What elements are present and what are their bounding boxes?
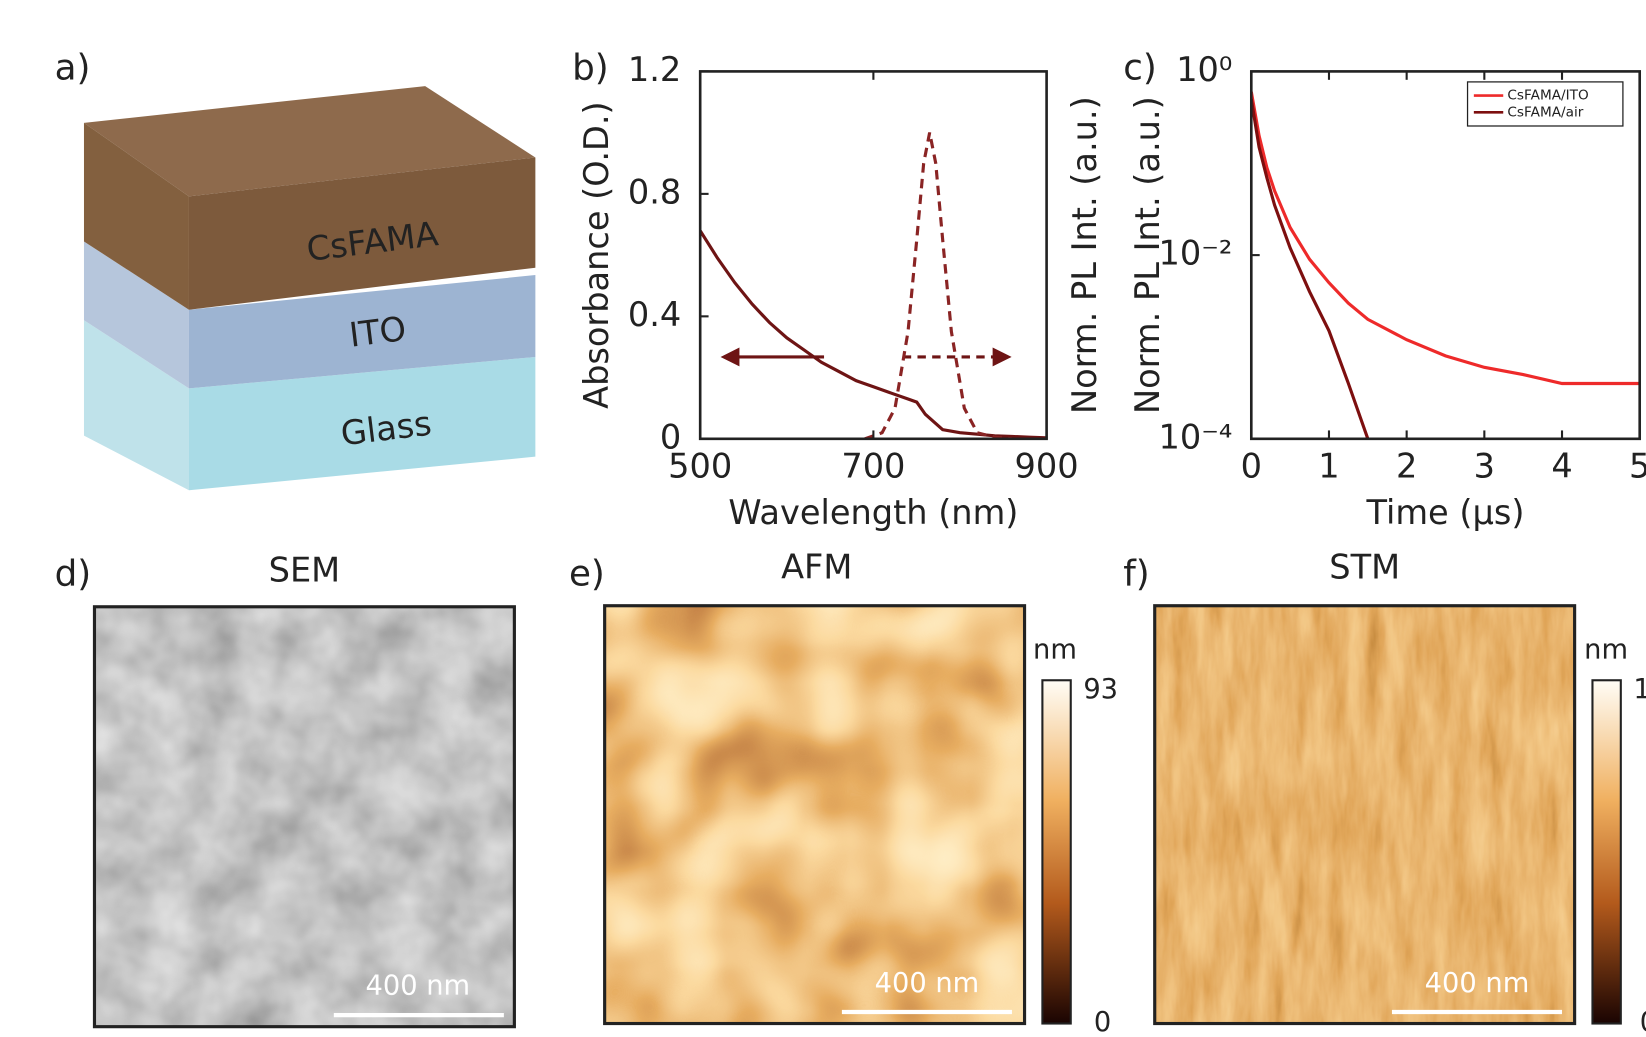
scale-bar-label: 400 nm bbox=[365, 970, 470, 1001]
y-tick-label: 1.2 bbox=[628, 50, 681, 89]
panel-title: AFM bbox=[781, 547, 852, 586]
colorbar-min: 0 bbox=[1094, 1007, 1111, 1033]
x-tick-label: 4 bbox=[1551, 447, 1572, 486]
colorbar-min: 0 bbox=[1640, 1007, 1646, 1033]
y2-axis-label: Norm. PL Int. (a.u.) bbox=[1065, 96, 1104, 414]
plot-frame bbox=[700, 71, 1046, 438]
panel-label: b) bbox=[572, 47, 609, 88]
colorbar bbox=[1592, 680, 1620, 1023]
colorbar-max: 1 bbox=[1633, 674, 1646, 705]
scale-bar-label: 400 nm bbox=[875, 968, 980, 999]
colorbar-unit: nm bbox=[1584, 634, 1628, 665]
layer-label: ITO bbox=[347, 309, 408, 355]
y-tick-label: 0 bbox=[660, 417, 681, 456]
data-line bbox=[700, 231, 1046, 438]
panel-label: d) bbox=[55, 553, 92, 594]
y-axis-label: Norm. PL Int. (a.u.) bbox=[1128, 96, 1167, 414]
panel-label: a) bbox=[55, 47, 91, 88]
page: CsFAMA figure { "panel_a": {"label": "a)… bbox=[0, 0, 1646, 1033]
x-tick-label: 5 bbox=[1629, 447, 1646, 486]
panel-label: e) bbox=[569, 553, 605, 594]
y-axis-label: Absorbance (O.D.) bbox=[577, 101, 616, 409]
x-tick-label: 1 bbox=[1318, 447, 1339, 486]
x-axis-label: Wavelength (nm) bbox=[728, 493, 1018, 532]
legend-label: CsFAMA/air bbox=[1507, 104, 1583, 120]
data-line bbox=[1251, 92, 1639, 384]
legend-label: CsFAMA/ITO bbox=[1507, 88, 1588, 104]
x-tick-label: 0 bbox=[1241, 447, 1262, 486]
scale-bar-label: 400 nm bbox=[1425, 968, 1530, 999]
afm-image bbox=[605, 606, 1025, 1024]
page-body: a) CsFAMA ITO Glass d) SEM 400 nm e) AFM… bbox=[0, 0, 1646, 1033]
layer-stack: CsFAMA ITO Glass bbox=[84, 86, 535, 490]
x-axis-label: Time (μs) bbox=[1366, 493, 1525, 532]
y-tick-label: 10⁰ bbox=[1176, 50, 1232, 89]
y-tick-label: 0.8 bbox=[628, 172, 681, 211]
x-tick-label: 900 bbox=[1015, 447, 1079, 486]
panel-title: STM bbox=[1329, 547, 1400, 586]
panel-title: SEM bbox=[269, 551, 341, 590]
panel-label: f) bbox=[1123, 553, 1150, 594]
colorbar-unit: nm bbox=[1033, 634, 1077, 665]
x-tick-label: 3 bbox=[1474, 447, 1495, 486]
y-tick-label: 10⁻² bbox=[1158, 234, 1232, 273]
sem-image bbox=[94, 607, 514, 1027]
y-tick-label: 10⁻⁴ bbox=[1158, 417, 1232, 456]
x-tick-label: 2 bbox=[1396, 447, 1417, 486]
colorbar-max: 93 bbox=[1083, 674, 1118, 705]
y-tick-label: 0.4 bbox=[628, 295, 681, 334]
colorbar bbox=[1042, 680, 1070, 1023]
panel-label: c) bbox=[1123, 47, 1157, 88]
figure: a) CsFAMA ITO Glass d) SEM 400 nm e) AFM… bbox=[0, 0, 1646, 1033]
data-line bbox=[1251, 99, 1368, 439]
stm-image bbox=[1155, 606, 1575, 1024]
x-tick-label: 700 bbox=[841, 447, 905, 486]
